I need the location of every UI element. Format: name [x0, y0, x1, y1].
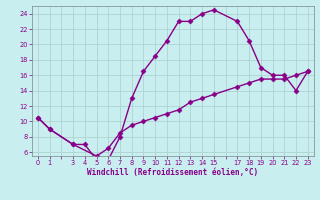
- X-axis label: Windchill (Refroidissement éolien,°C): Windchill (Refroidissement éolien,°C): [87, 168, 258, 177]
